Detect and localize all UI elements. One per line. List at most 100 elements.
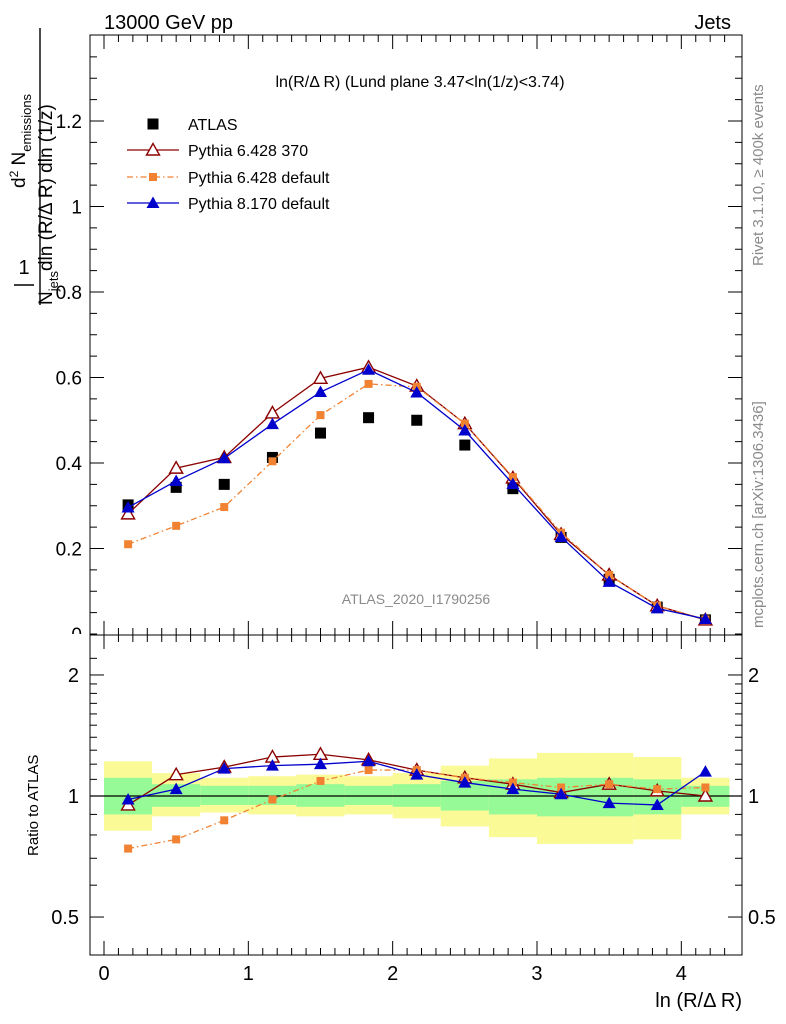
main-point [313,385,327,398]
main-point [458,424,472,436]
watermark: ATLAS_2020_I1790256 [342,591,491,607]
ratio-point [265,759,279,771]
legend-label: ATLAS [188,117,238,134]
ratio-point [362,754,376,767]
ratio-ytick-label-right: 1 [748,786,759,808]
ratio-xtick-label: 4 [676,963,687,985]
header-right: Jets [694,12,731,34]
ratio-frame-box [89,634,743,956]
main-ytick-label: 0.6 [56,369,82,390]
main-title: ln(R/Δ R) (Lund plane 3.47<ln(1/z)<3.74) [275,74,564,91]
main-point [314,427,326,439]
main-point [168,460,184,474]
main-point [316,411,325,420]
svg-text:d2 Nemissions: d2 Nemissions [7,93,34,188]
ratio-point [312,746,329,760]
legend-label: Pythia 6.428 370 [188,143,308,160]
main-point [411,414,423,426]
legend-marker [145,142,161,156]
ratio-xtick-label: 2 [387,963,398,985]
ratio-xtick-label: 1 [243,963,254,985]
main-point [268,457,277,466]
mcplots-label: mcplots.cern.ch [arXiv:1306.3436] [750,401,767,628]
ratio-point [220,816,229,825]
rivet-label: Rivet 3.1.10, ≥ 400k events [750,84,767,266]
legend-label: Pythia 6.428 default [188,170,330,187]
legend-label: Pythia 8.170 default [188,196,330,213]
ratio-point [650,798,664,810]
main-point [459,439,471,451]
main-y-bottom-mask [60,634,86,648]
ratio-point [217,762,231,774]
main-point [120,505,136,520]
main-ticks: 0.20.40.60.811.20 [56,35,742,648]
ratio-point [458,776,472,788]
ratio-point [169,782,183,795]
ratio-xtick-label: 0 [98,963,109,985]
ratio-point [508,778,517,787]
ratio-band-inner [200,785,249,805]
ratio-point [410,768,424,780]
main-point [460,419,469,428]
main-point [217,451,231,464]
ratio-panel: 0.5 0.5 1 1 2 2 0 1 2 3 4 [51,634,776,985]
ratio-point [364,766,373,775]
legend-marker [146,196,160,208]
main-point [698,612,712,625]
main-point [169,474,183,486]
ratio-series [120,746,714,853]
main-point [602,575,616,587]
ratio-band-inner [344,785,393,805]
ratio-ytick-label-right: 2 [748,665,759,687]
main-point [264,405,281,419]
main-point [506,477,520,489]
main-ytick-label: 0.8 [56,283,82,304]
main-point [364,379,373,388]
main-ytick-label: 1.2 [56,112,82,133]
ratio-ytick-label-right: 0.5 [748,907,776,929]
main-point [124,540,133,549]
main-point [508,473,517,482]
main-ylabel: 1 Njetsdln (R/Δ R) dln (1/z) d2 Nemissio… [7,28,61,305]
main-point [121,500,135,513]
main-ytick-label: 1 [71,198,82,219]
ratio-point [506,782,520,795]
header-left: 13000 GeV pp [104,12,233,34]
ratio-point [602,796,616,809]
ratio-ylabel: Ratio to ATLAS [25,755,42,856]
main-point [650,601,664,614]
main-series [120,359,714,626]
main-series-line [127,366,706,621]
main-point [410,385,424,398]
main-ytick-label: 0.2 [56,540,82,561]
ratio-point [605,780,614,789]
ratio-point [168,766,184,781]
ratio-ytick-label: 2 [68,665,79,687]
main-ytick-label: 0.4 [56,454,83,475]
ratio-point [554,787,568,800]
legend: ATLAS Pythia 6.428 370 Pythia 6.428 defaul… [127,117,330,213]
main-point [312,370,329,385]
x-axis-label: ln (R/Δ R) [655,990,742,1012]
ratio-point [698,765,712,777]
ratio-point [697,788,714,802]
main-point [265,417,279,430]
ratio-ytick-label: 0.5 [51,907,79,929]
ratio-band-inner [248,785,297,805]
ratio-point [316,776,325,785]
ratio-point [268,795,277,804]
legend-marker [149,173,157,181]
ratio-point [124,844,133,853]
ratio-xtick-label: 3 [531,963,542,985]
main-point [172,521,181,530]
ratio-point [172,835,181,844]
legend-marker [147,118,159,130]
ratio-ytick-label: 1 [68,786,79,808]
main-point [218,478,230,490]
ratio-point [557,783,566,792]
svg-text:1: 1 [18,257,29,279]
ratio-point [121,793,135,805]
main-point [220,503,229,512]
main-point [362,363,376,375]
